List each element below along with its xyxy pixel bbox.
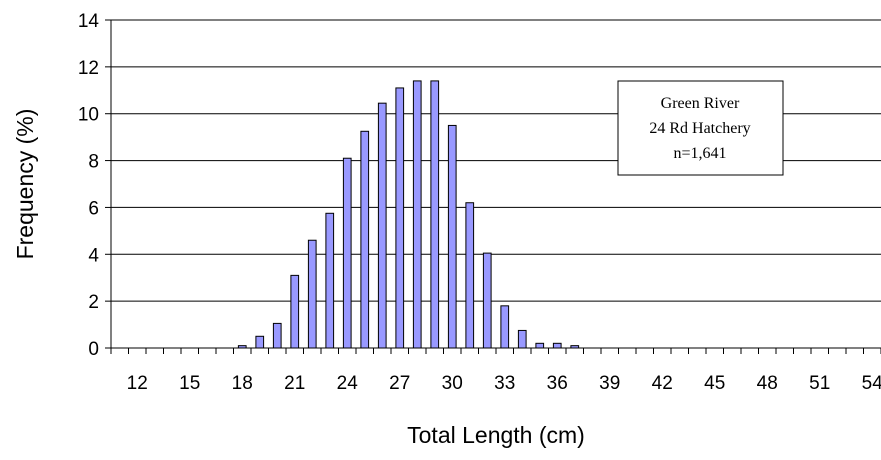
x-tick-label: 27 — [389, 373, 410, 394]
grid-lines — [111, 19, 881, 302]
x-tick-label: 33 — [494, 373, 515, 394]
y-axis-title: Frequency (%) — [12, 109, 38, 260]
x-tick-label: 39 — [599, 373, 620, 394]
bar — [465, 202, 475, 349]
bar — [500, 305, 510, 349]
annotation-line-1: Green River — [661, 95, 740, 112]
x-tick-label: 18 — [232, 373, 253, 394]
y-tick-label: 14 — [78, 11, 100, 32]
bar — [325, 212, 335, 349]
bar — [255, 335, 265, 349]
y-tick-label: 6 — [88, 198, 99, 219]
x-tick-label: 30 — [442, 373, 463, 394]
y-tick-label: 12 — [78, 58, 99, 79]
x-tick-label: 15 — [179, 373, 200, 394]
bar — [447, 124, 457, 349]
x-tick-label: 45 — [704, 373, 725, 394]
bar — [482, 252, 492, 349]
bar — [360, 130, 370, 349]
x-tick-label: 54 — [862, 373, 881, 394]
bar — [377, 102, 387, 349]
annotation-frame — [617, 80, 784, 176]
y-tick-label: 0 — [88, 339, 99, 360]
annotation-line-2: 24 Rd Hatchery — [649, 120, 750, 137]
annotation-box: Green River 24 Rd Hatchery n=1,641 — [617, 80, 784, 176]
y-tick-label: 10 — [78, 105, 99, 126]
annotation-line-3: n=1,641 — [673, 145, 726, 162]
bar — [272, 322, 282, 349]
x-tick-label: 48 — [757, 373, 778, 394]
bar — [395, 87, 405, 349]
x-tick-label: 36 — [547, 373, 568, 394]
bar — [342, 157, 352, 349]
x-tick-label: 24 — [337, 373, 359, 394]
x-tick-label: 21 — [284, 373, 305, 394]
axes — [105, 19, 881, 354]
bar — [290, 274, 300, 349]
x-tick-label: 51 — [809, 373, 830, 394]
bars — [237, 80, 580, 349]
bar — [517, 329, 527, 349]
y-tick-label: 2 — [88, 292, 99, 313]
bar — [307, 239, 317, 349]
x-tick-label: 12 — [127, 373, 148, 394]
y-tick-label: 8 — [88, 152, 99, 173]
x-tick-label: 42 — [652, 373, 673, 394]
x-axis-title: Total Length (cm) — [407, 422, 585, 448]
bar — [430, 80, 440, 349]
y-tick-label: 4 — [88, 245, 99, 266]
bar — [552, 342, 562, 349]
bar — [412, 80, 422, 349]
bar — [535, 342, 545, 349]
